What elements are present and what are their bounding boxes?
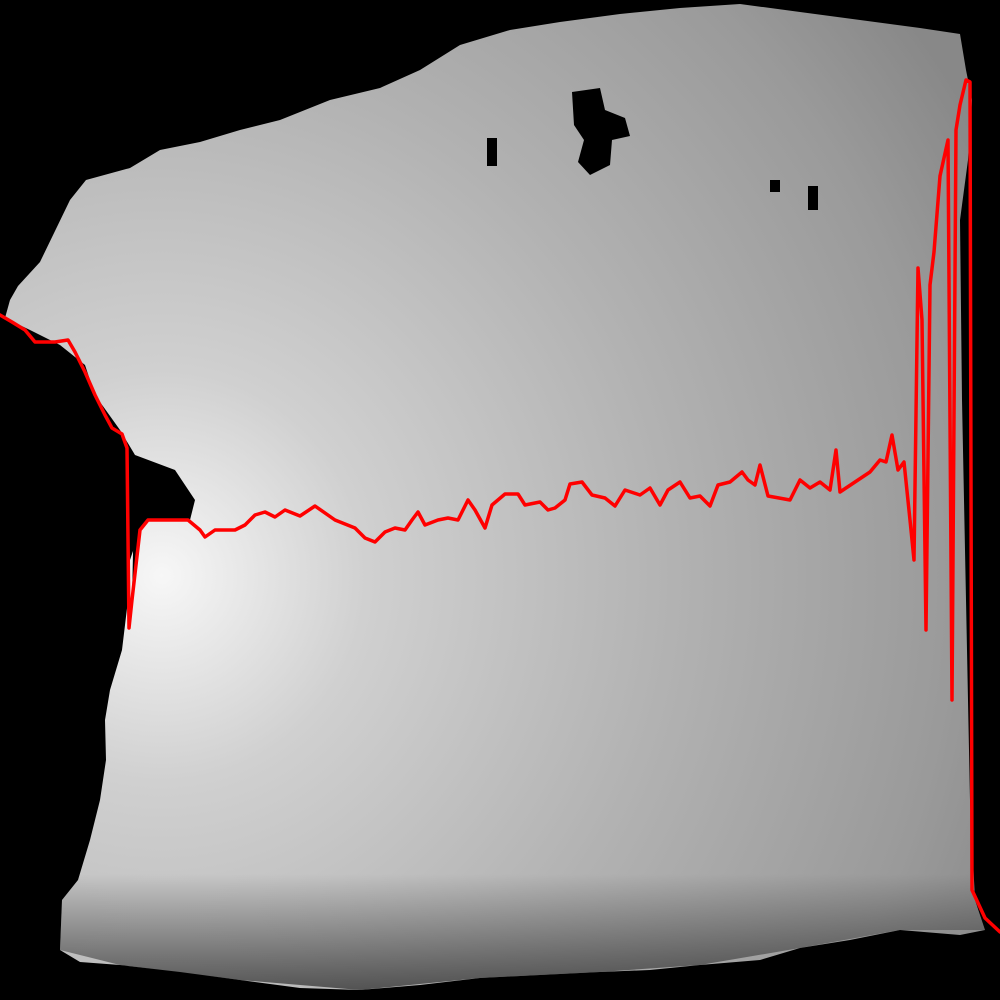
- height-profile-line: [0, 78, 1000, 934]
- depth-surface-shading: [60, 700, 985, 990]
- missing-data-holes: [132, 88, 818, 600]
